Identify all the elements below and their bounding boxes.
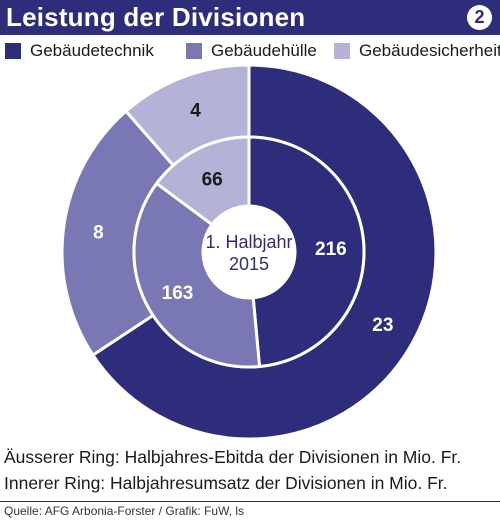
inner-ring-value-label-gebaeudetechnik: 216: [315, 239, 347, 260]
center-label-line: 2015: [229, 254, 269, 274]
inner-ring-slice-gebaeudehuelle: [132, 181, 262, 369]
donut-center: [204, 207, 294, 297]
outer-ring-value-label-gebaeudehuelle: 8: [93, 223, 104, 244]
inner-ring-slice-gebaeudetechnik: [247, 135, 366, 369]
legend-swatch: [5, 43, 21, 59]
legend-label: Gebäudesicherheit: [359, 41, 500, 60]
outer-ring-value-label-gebaeudesicherheit: 4: [190, 101, 201, 122]
chart-title: Leistung der Divisionen: [6, 2, 306, 32]
inner-ring-slice-gebaeudesicherheit: [154, 135, 251, 227]
legend: Gebäudetechnik Gebäudehülle Gebäudesiche…: [0, 40, 500, 64]
inner-ring-value-label-gebaeudesicherheit: 66: [202, 170, 223, 191]
inner-ring-value-label-gebaeudehuelle: 163: [162, 283, 194, 304]
outer-ring-value-label-gebaeudetechnik: 23: [372, 315, 393, 336]
center-label-line: 1. Halbjahr: [205, 232, 292, 252]
legend-label: Gebäudehülle: [211, 41, 317, 60]
footer-divider: [0, 501, 500, 502]
legend-swatch: [334, 43, 350, 59]
legend-label: Gebäudetechnik: [30, 41, 154, 60]
header-bar: Leistung der Divisionen 2: [0, 0, 500, 35]
note-outer-ring: Äusserer Ring: Halbjahres-Ebitda der Div…: [4, 447, 462, 467]
legend-swatch: [186, 43, 202, 59]
note-inner-ring: Innerer Ring: Halbjahresumsatz der Divis…: [4, 473, 448, 493]
source-note: Quelle: AFG Arbonia-Forster / Grafik: Fu…: [4, 504, 245, 518]
figure-number-badge: 2: [467, 5, 492, 30]
